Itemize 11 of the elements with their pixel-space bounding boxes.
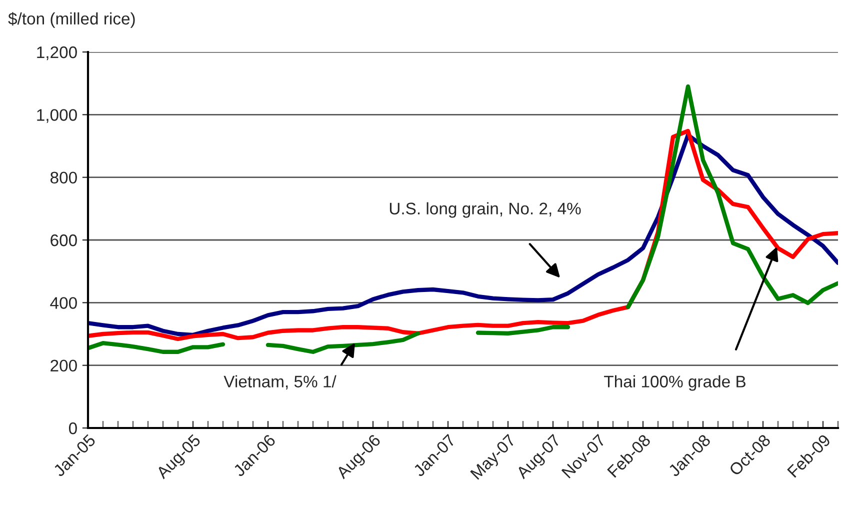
annotation: Vietnam, 5% 1/: [224, 375, 336, 390]
y-tick-label: 400: [50, 297, 77, 309]
y-tick-label: 1,000: [37, 109, 77, 123]
y-tick-label: 200: [50, 360, 77, 372]
y-tick-label: 1,200: [37, 46, 77, 60]
annotation: Thai 100% grade B: [604, 375, 746, 391]
annotation: U.S. long grain, No. 2, 4%: [390, 202, 581, 218]
y-tick-label: 800: [50, 172, 77, 184]
y-tick-label: 0: [68, 422, 77, 434]
y-tick-label: 600: [50, 234, 77, 246]
y-axis-title: $/ton (milled rice): [8, 12, 135, 28]
